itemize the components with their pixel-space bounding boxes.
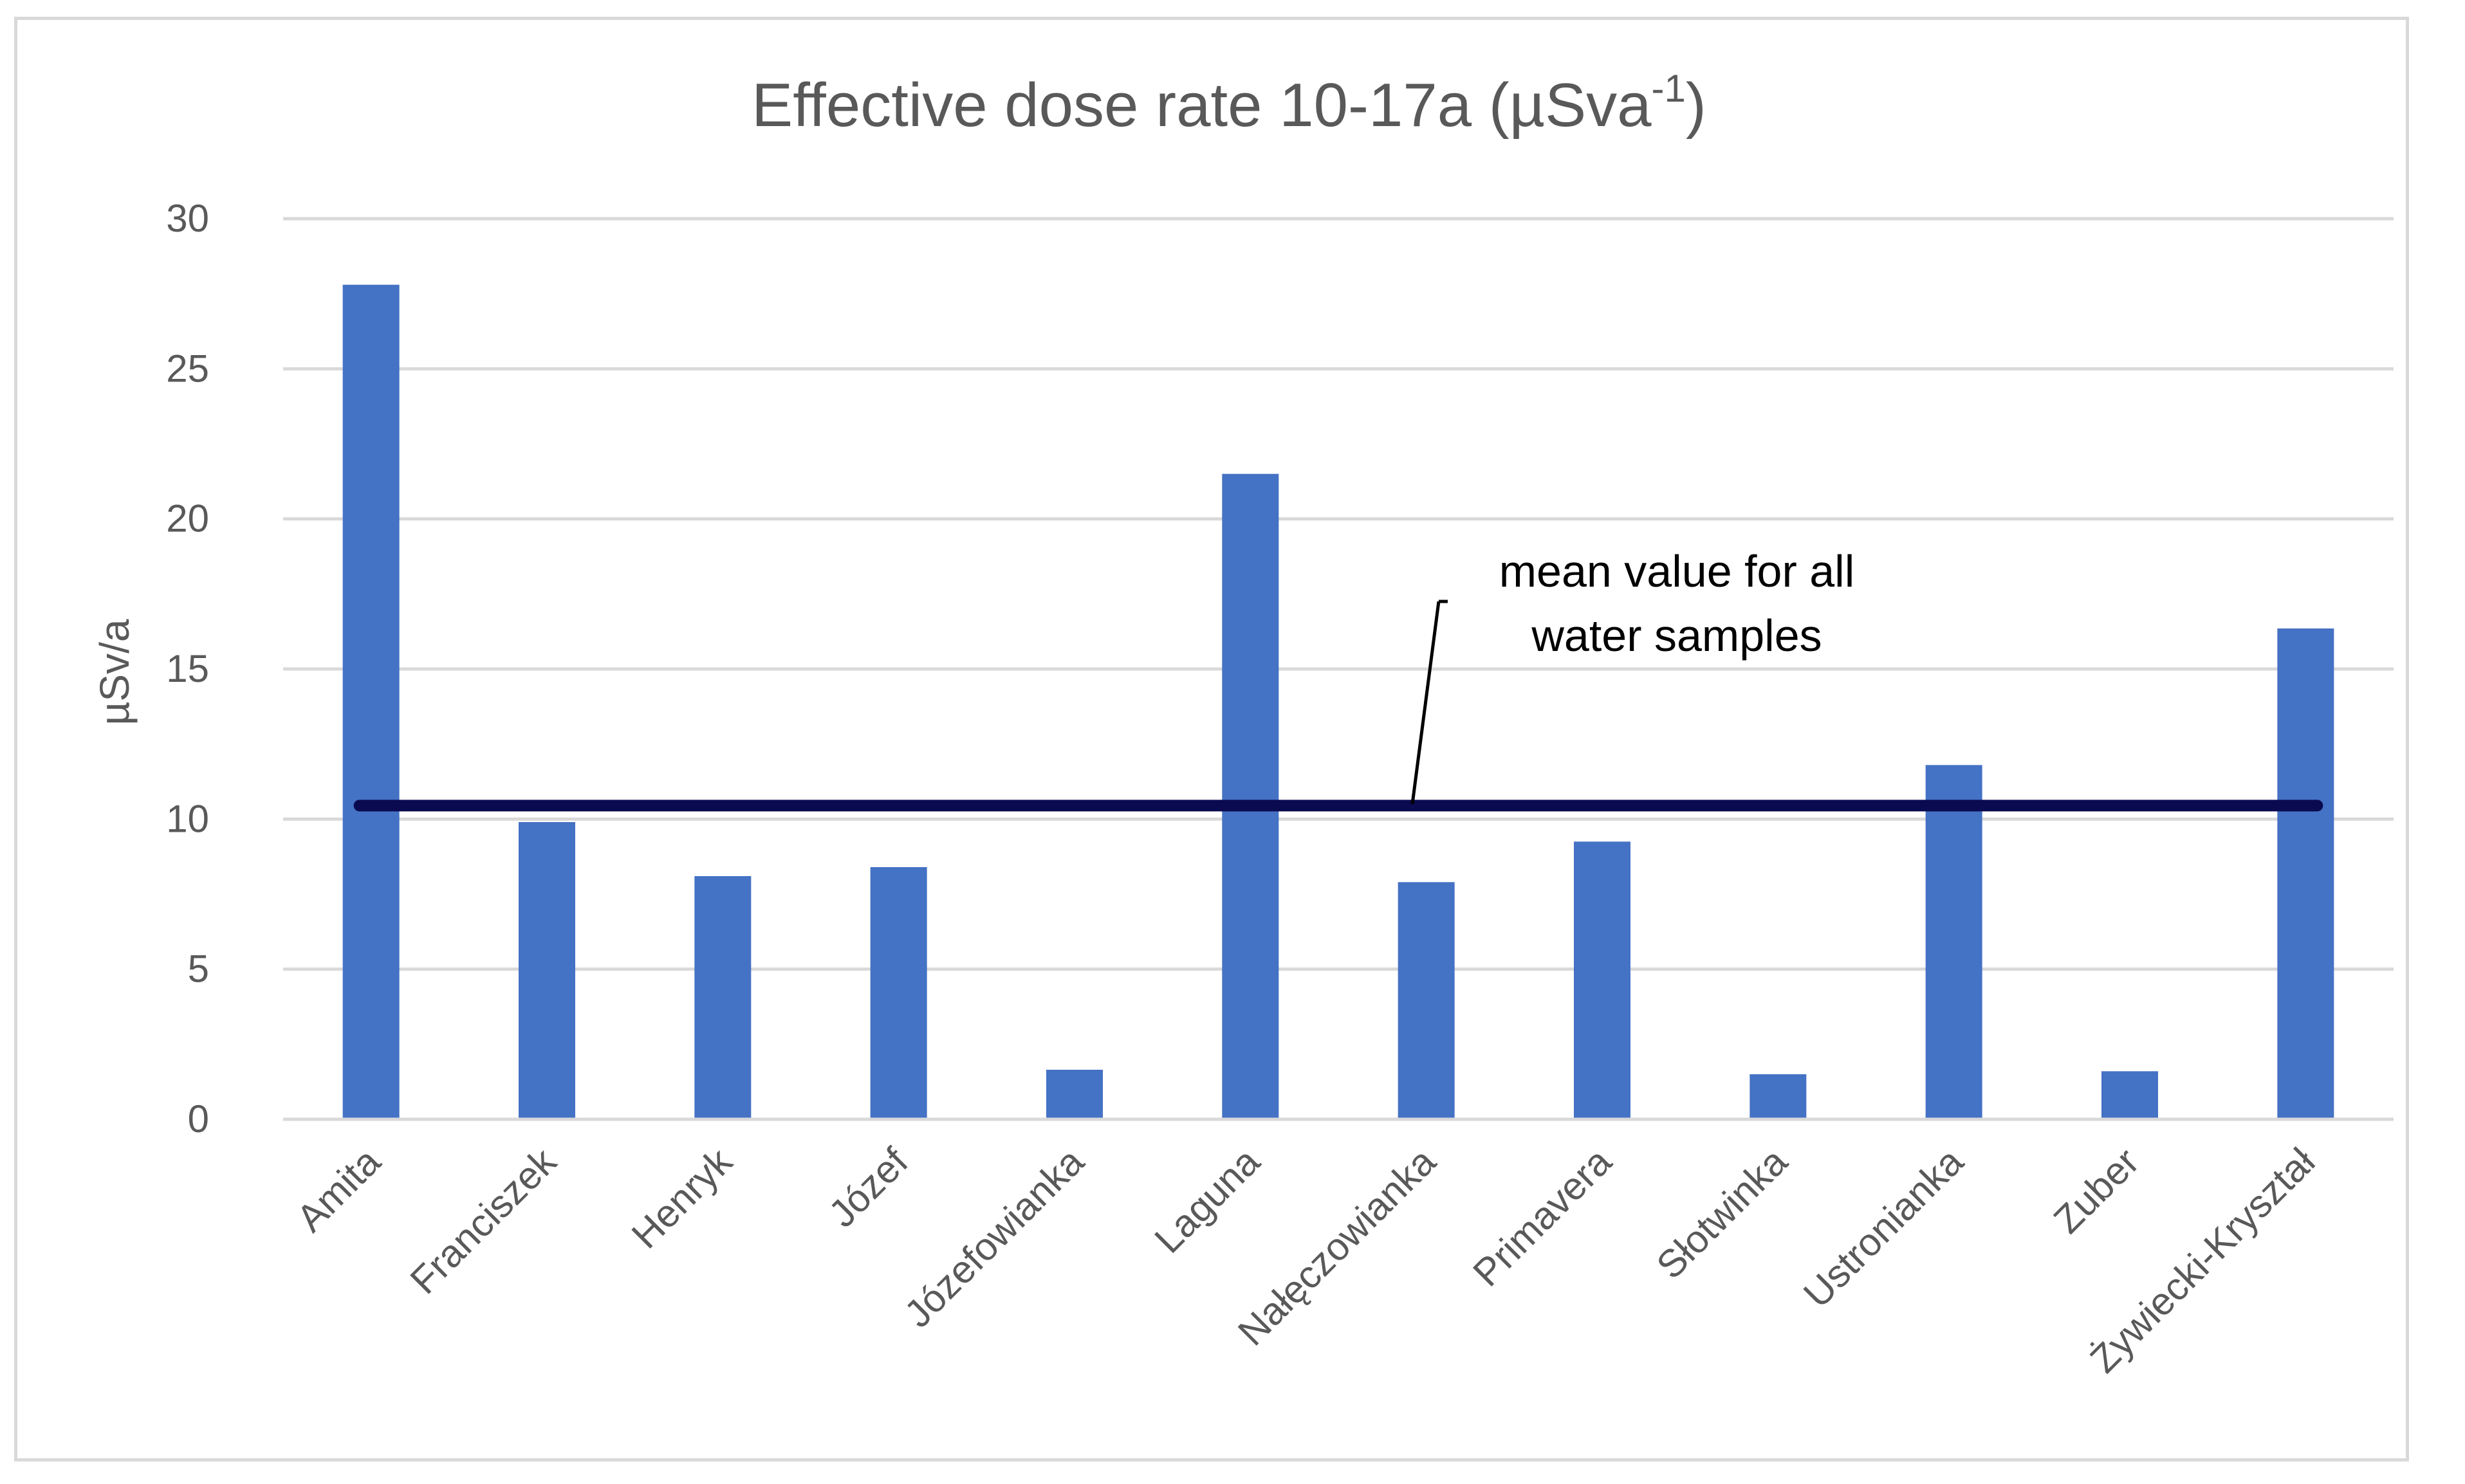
x-tick-label: Henryk: [623, 1139, 741, 1256]
grid-lines: [283, 217, 2394, 971]
annotation-leader-line: [1410, 601, 1441, 805]
bar-9: [1750, 1074, 1807, 1119]
chart-title-main: Effective dose rate 10-17a (µSva: [752, 71, 1652, 140]
bars: [342, 284, 2334, 1120]
chart-title-superscript: -1: [1652, 67, 1686, 110]
y-tick-label: 30: [166, 197, 209, 240]
x-tick-label: Primavera: [1464, 1139, 1620, 1294]
bar-12: [2277, 628, 2334, 1119]
y-tick-label: 15: [166, 647, 209, 690]
x-tick-label: Zuber: [2045, 1140, 2147, 1241]
chart-title-suffix: ): [1686, 71, 1706, 140]
bar-3: [694, 876, 752, 1119]
bar-7: [1398, 882, 1455, 1119]
x-tick-label: Józef: [820, 1140, 916, 1236]
chart-frame: [14, 17, 2409, 1461]
annotation-line-2: water samples: [1531, 610, 1822, 661]
bar-6: [1222, 473, 1279, 1119]
x-tick-label: Słotwinka: [1648, 1139, 1796, 1287]
x-tick-label: Ustronianka: [1795, 1139, 1971, 1315]
chart-title: Effective dose rate 10-17a (µSva-1): [752, 67, 1706, 140]
bar-1: [342, 284, 400, 1120]
bar-2: [519, 822, 575, 1119]
bar-5: [1046, 1070, 1103, 1119]
y-tick-label: 10: [166, 797, 209, 840]
bar-10: [1925, 765, 1982, 1119]
y-axis-tick-labels: 0 5 10 15 20 25 30: [166, 197, 209, 1140]
x-tick-label: Laguna: [1147, 1139, 1268, 1261]
x-tick-label: Amita: [288, 1139, 389, 1240]
y-tick-label: 20: [166, 497, 209, 540]
bar-4: [870, 867, 927, 1119]
y-axis-label: µSv/a: [91, 619, 138, 725]
y-tick-label: 5: [188, 948, 209, 991]
x-tick-label: Franciszek: [402, 1139, 565, 1302]
x-tick-label: Józefowianka: [896, 1139, 1093, 1335]
bar-8: [1574, 841, 1630, 1119]
y-tick-label: 0: [188, 1097, 209, 1140]
annotation-line-1: mean value for all: [1499, 546, 1855, 596]
bar-11: [2101, 1071, 2158, 1119]
y-tick-label: 25: [166, 347, 209, 390]
